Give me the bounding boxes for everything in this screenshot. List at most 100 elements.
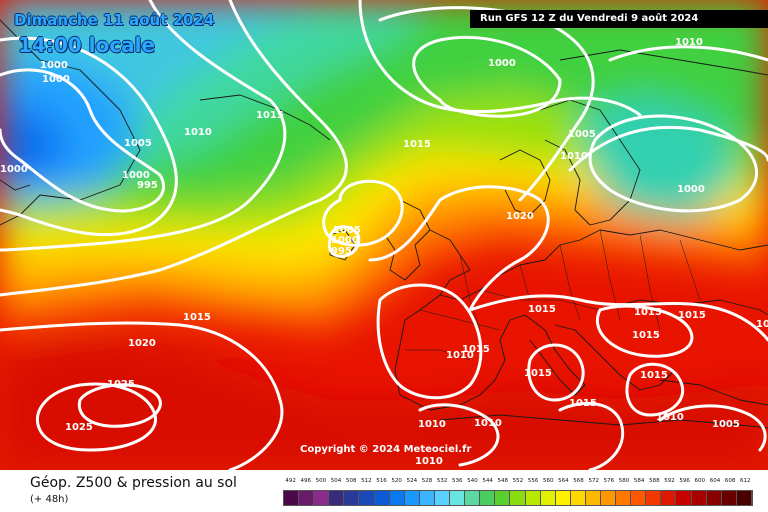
geopotential-map: 1000 1000 1000 1005 1000 995 1010 1015 1… bbox=[0, 0, 768, 470]
color-scale-tick: 588 bbox=[649, 478, 660, 484]
color-scale-tick: 520 bbox=[391, 478, 402, 484]
color-scale-swatch bbox=[691, 491, 707, 505]
color-scale-tick: 592 bbox=[664, 478, 675, 484]
isobar-label: 1010 bbox=[418, 419, 446, 430]
color-scale-swatch bbox=[359, 491, 375, 505]
color-scale-tick: 500 bbox=[315, 478, 327, 484]
color-scale-tick: 536 bbox=[452, 478, 463, 484]
color-scale-swatch bbox=[570, 491, 586, 505]
isobar-label: 1015 bbox=[569, 398, 597, 409]
color-scale-swatch bbox=[540, 491, 556, 505]
isobar-label: 1000 bbox=[122, 170, 150, 181]
color-scale-tick: 612 bbox=[740, 478, 751, 484]
isobar-label: 995 bbox=[331, 246, 352, 257]
color-scale-swatch bbox=[661, 491, 677, 505]
isobar-label: 1005 bbox=[124, 138, 152, 149]
color-scale-swatch bbox=[434, 491, 451, 505]
color-scale-swatch bbox=[706, 491, 722, 505]
color-scale-tick: 512 bbox=[361, 478, 372, 484]
color-scale-swatch bbox=[676, 491, 692, 505]
color-scale-swatch bbox=[314, 491, 330, 505]
color-scale: 492 496 500 504 508 512 516 520 524 528 532 536 540 5… bbox=[283, 478, 753, 508]
color-scale-swatch bbox=[736, 491, 752, 505]
isobar-label: 1010 bbox=[474, 418, 502, 429]
color-scale-tick: 572 bbox=[588, 478, 599, 484]
isobar-label: 1010 bbox=[184, 127, 212, 138]
forecast-date-title: Dimanche 11 août 2024 bbox=[14, 11, 215, 29]
color-scale-swatch bbox=[555, 491, 571, 505]
color-scale-swatch bbox=[344, 491, 360, 505]
color-scale-tick: 508 bbox=[345, 478, 357, 484]
color-scale-tick: 540 bbox=[467, 478, 478, 484]
color-scale-swatch bbox=[404, 491, 420, 505]
color-scale-tick: 528 bbox=[421, 478, 433, 484]
color-scale-swatch bbox=[616, 491, 632, 505]
color-scale-swatch bbox=[450, 491, 466, 505]
isobar-label: 1020 bbox=[506, 211, 534, 222]
coastlines bbox=[0, 19, 768, 429]
color-scale-swatch bbox=[600, 491, 617, 505]
color-scale-swatch bbox=[389, 491, 405, 505]
isobar-label: 1000 bbox=[40, 60, 68, 71]
isobar-label: 1005 bbox=[712, 419, 740, 430]
color-scale-tick: 576 bbox=[603, 478, 615, 484]
isobar-label: 1015 bbox=[403, 139, 431, 150]
color-scale-swatch bbox=[585, 491, 601, 505]
isobar-label: 1025 bbox=[65, 422, 93, 433]
isobar-label: 1025 bbox=[107, 379, 135, 390]
parameter-title: Géop. Z500 & pression au sol bbox=[30, 475, 237, 491]
isobar-label: 1015 bbox=[183, 312, 211, 323]
color-scale-tick: 552 bbox=[512, 478, 524, 484]
color-scale-swatch bbox=[525, 491, 541, 505]
isobar-label: 1000 bbox=[42, 74, 70, 85]
copyright-notice: Copyright © 2024 Meteociel.fr bbox=[300, 444, 472, 455]
model-run-info: Run GFS 12 Z du Vendredi 9 août 2024 bbox=[470, 10, 768, 28]
isobar-label: 1015 bbox=[634, 307, 662, 318]
isobar-label: 1015 bbox=[632, 330, 660, 341]
color-scale-swatch bbox=[299, 491, 315, 505]
color-scale-tick: 492 bbox=[285, 478, 296, 484]
color-scale-tick: 608 bbox=[724, 478, 736, 484]
isobar-label: 1015 bbox=[256, 110, 284, 121]
isobar-label: 1000 bbox=[0, 164, 28, 175]
color-scale-tick: 548 bbox=[497, 478, 509, 484]
lead-time-label: (+ 48h) bbox=[30, 494, 69, 505]
isobars bbox=[0, 0, 768, 470]
isobar-label: 1015 bbox=[640, 370, 668, 381]
isobar-label: 1010 bbox=[560, 151, 588, 162]
color-scale-tick: 496 bbox=[300, 478, 311, 484]
color-scale-swatch bbox=[374, 491, 390, 505]
color-scale-tick: 580 bbox=[618, 478, 630, 484]
color-scale-swatch bbox=[419, 491, 435, 505]
color-scale-swatch bbox=[329, 491, 345, 505]
color-scale-bar bbox=[283, 490, 753, 506]
color-scale-ticks: 492 496 500 504 508 512 516 520 524 528 532 536 540 5… bbox=[283, 478, 753, 488]
color-scale-swatch bbox=[646, 491, 662, 505]
color-scale-swatch bbox=[721, 491, 737, 505]
isobar-label: 1015 bbox=[528, 304, 556, 315]
isobar-label: 995 bbox=[137, 180, 158, 191]
isobar-label: 1005 bbox=[568, 129, 596, 140]
color-scale-swatch bbox=[510, 491, 526, 505]
isobar-label: 1010 bbox=[656, 412, 684, 423]
legend-bar: Géop. Z500 & pression au sol (+ 48h) 492… bbox=[0, 470, 768, 512]
color-scale-tick: 564 bbox=[558, 478, 569, 484]
color-scale-tick: 544 bbox=[482, 478, 493, 484]
isobar-label: 1015 bbox=[462, 344, 490, 355]
color-scale-swatch bbox=[480, 491, 496, 505]
isobar-label: 1000 bbox=[331, 235, 359, 246]
isobar-label: 1020 bbox=[128, 338, 156, 349]
isobar-label: 1000 bbox=[677, 184, 705, 195]
isobar-label: 1010 bbox=[415, 456, 443, 467]
color-scale-swatch bbox=[465, 491, 481, 505]
color-scale-tick: 600 bbox=[694, 478, 706, 484]
isobar-label: 1010 bbox=[446, 350, 474, 361]
color-scale-tick: 596 bbox=[679, 478, 690, 484]
isobar-label: 1010 bbox=[675, 37, 703, 48]
isobar-label: 1015 bbox=[678, 310, 706, 321]
isobar-label: 1000 bbox=[488, 58, 516, 69]
color-scale-tick: 568 bbox=[573, 478, 584, 484]
isobar-label: 1015 bbox=[524, 368, 552, 379]
color-scale-tick: 604 bbox=[709, 478, 721, 484]
forecast-time-title: 14:00 locale bbox=[18, 33, 155, 57]
